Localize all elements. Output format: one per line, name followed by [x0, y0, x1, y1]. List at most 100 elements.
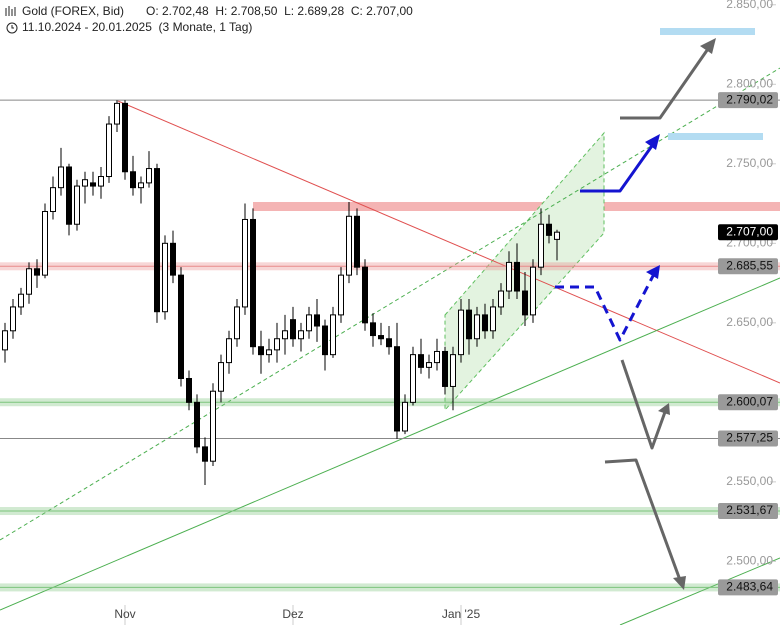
candle-body — [522, 290, 528, 316]
candle-body — [362, 266, 368, 324]
title: Gold (FOREX, Bid) — [22, 4, 124, 18]
arrow-head — [700, 38, 716, 54]
candle-body — [442, 350, 448, 387]
arrow — [620, 45, 712, 120]
y-tick-label: 2.550,00 — [726, 474, 773, 488]
resistance-zone — [253, 202, 780, 211]
candle-body — [298, 330, 304, 340]
candle-body — [226, 338, 232, 364]
level-label: 2.790,02 — [726, 92, 773, 106]
candle-body — [130, 171, 136, 189]
candle-body — [138, 182, 144, 189]
candle-body — [554, 231, 560, 240]
candles — [2, 100, 560, 486]
candle-body — [26, 268, 32, 295]
candle-body — [538, 223, 544, 268]
candle-body — [282, 330, 288, 340]
candle-body — [530, 266, 536, 316]
candle-body — [410, 354, 416, 403]
candle-body — [386, 338, 392, 348]
candle-body — [506, 261, 512, 292]
candle-body — [218, 362, 224, 392]
level-label-box — [718, 503, 778, 520]
candle-body — [378, 335, 384, 340]
grid — [124, 4, 776, 625]
candle-body — [146, 168, 152, 184]
ohlc: O: 2.702,48 H: 2.708,50 L: 2.689,28 C: 2… — [146, 4, 413, 18]
arrow-head — [673, 576, 686, 590]
candle-body — [258, 346, 264, 356]
candle-body — [450, 354, 456, 387]
candle-body — [210, 390, 216, 462]
y-tick-label: 2.750,00 — [726, 156, 773, 170]
candle-body — [50, 187, 56, 213]
candle-body — [266, 349, 272, 356]
candle-body — [466, 309, 472, 340]
candle-body — [434, 350, 440, 364]
level-label: 2.600,07 — [726, 394, 773, 408]
level-label-box — [718, 258, 778, 275]
candle-body — [58, 166, 64, 189]
arrow — [555, 273, 656, 342]
arrow-head — [658, 403, 670, 415]
candle-body — [122, 102, 128, 173]
arrow — [604, 458, 682, 581]
trend-line — [619, 557, 780, 625]
candle-body — [242, 218, 248, 308]
x-tick-label: Jan '25 — [442, 607, 481, 621]
candle-body — [290, 319, 296, 340]
candle-body — [2, 330, 8, 351]
candle-body — [106, 123, 112, 178]
candle-body — [490, 306, 496, 332]
axis-labels: 2.500,002.550,002.600,002.650,002.700,00… — [114, 0, 778, 621]
level-label: 2.577,25 — [726, 431, 773, 445]
candle-body — [322, 325, 328, 356]
candle-body — [498, 290, 504, 308]
candle-body — [546, 223, 552, 236]
arrow — [580, 142, 656, 193]
candle-body — [394, 346, 400, 432]
candle-body — [98, 176, 104, 187]
candle-body — [250, 218, 256, 348]
candle-body — [10, 306, 16, 332]
candle-body — [274, 338, 280, 351]
candle-body — [314, 314, 320, 327]
candle-body — [426, 362, 432, 368]
clock-icon — [6, 22, 18, 34]
y-tick-label: 2.500,00 — [726, 554, 773, 568]
y-tick-label: 2.650,00 — [726, 315, 773, 329]
level-label-box — [718, 224, 778, 241]
candle-body — [114, 102, 120, 125]
trend-line — [117, 100, 780, 384]
candle-body — [186, 377, 192, 403]
x-tick-label: Nov — [114, 607, 135, 621]
level-label-box — [718, 430, 778, 447]
candle-body — [18, 293, 24, 308]
candle-body — [482, 314, 488, 332]
y-tick-label: 2.800,00 — [726, 76, 773, 90]
arrow-head — [646, 265, 660, 279]
candle-body — [90, 182, 96, 187]
level-label: 2.531,67 — [726, 503, 773, 517]
candle-body — [370, 322, 376, 337]
arrow-head — [645, 134, 660, 150]
candle-body — [330, 314, 336, 356]
chart-icon — [5, 6, 16, 16]
candle-body — [354, 215, 360, 268]
arrows — [555, 28, 763, 590]
candle-body — [474, 314, 480, 340]
x-tick-label: Dez — [282, 607, 303, 621]
trend-channel — [444, 131, 605, 412]
candle-body — [234, 306, 240, 340]
candle-body — [418, 354, 424, 368]
target-box — [660, 28, 755, 35]
level-label-box — [718, 394, 778, 411]
candle-body — [42, 211, 48, 276]
candle-body — [82, 179, 88, 187]
candle-body — [34, 268, 40, 276]
level-label: 2.483,64 — [726, 580, 773, 594]
candle-body — [66, 166, 72, 225]
candle-body — [338, 274, 344, 316]
level-label: 2.685,55 — [726, 258, 773, 272]
